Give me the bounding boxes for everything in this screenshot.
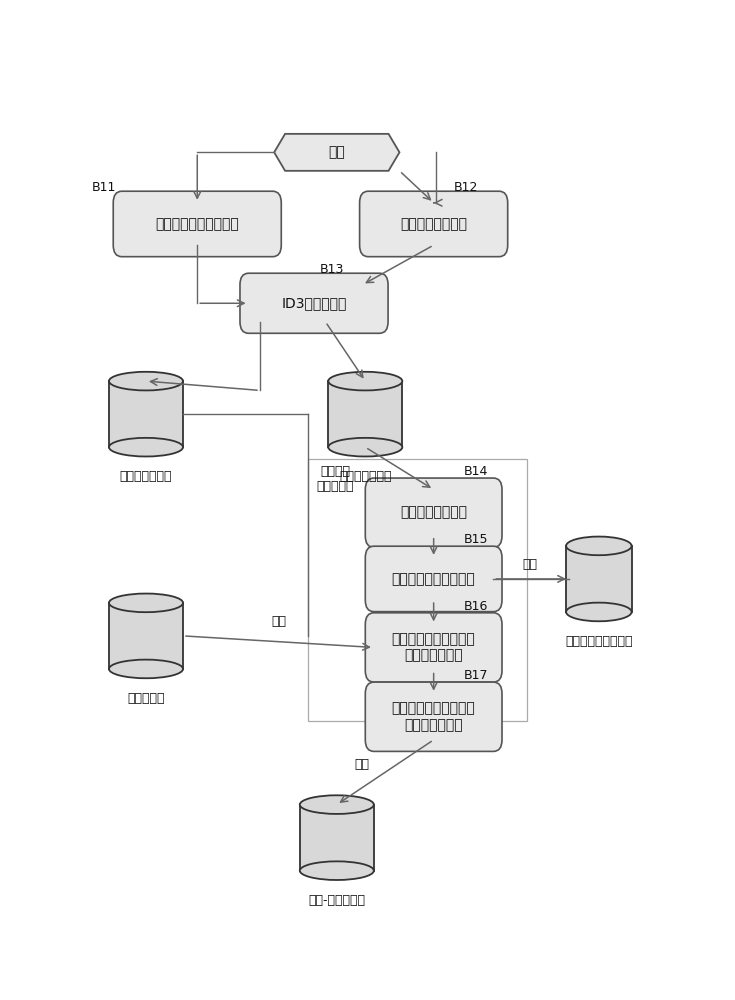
Text: 开始: 开始: [329, 145, 345, 159]
Bar: [300, 805, 374, 871]
FancyBboxPatch shape: [365, 478, 502, 547]
Ellipse shape: [300, 861, 374, 880]
Text: 路口特征数据录入: 路口特征数据录入: [400, 217, 467, 231]
Ellipse shape: [109, 438, 183, 456]
Ellipse shape: [109, 660, 183, 678]
Bar: [566, 546, 631, 612]
Ellipse shape: [566, 537, 631, 555]
Text: 标准场景下各适合控制
方案的性能记录: 标准场景下各适合控制 方案的性能记录: [392, 702, 476, 732]
Text: B17: B17: [463, 669, 488, 682]
Ellipse shape: [566, 603, 631, 621]
Bar: [109, 381, 183, 447]
Ellipse shape: [109, 594, 183, 612]
FancyBboxPatch shape: [240, 273, 388, 333]
Text: 构建标准路口模型: 构建标准路口模型: [400, 506, 467, 520]
Ellipse shape: [329, 372, 402, 390]
Text: 支持: 支持: [271, 615, 286, 628]
FancyBboxPatch shape: [365, 613, 502, 682]
Bar: [329, 381, 402, 447]
Text: B16: B16: [463, 600, 488, 613]
Text: B15: B15: [463, 533, 488, 546]
Text: B12: B12: [453, 181, 478, 194]
Bar: [109, 603, 183, 669]
Polygon shape: [274, 134, 400, 171]
Ellipse shape: [329, 438, 402, 456]
Text: 写入: 写入: [523, 558, 537, 571]
Ellipse shape: [109, 372, 183, 390]
Text: 写入: 写入: [354, 758, 369, 771]
Text: 交通场景特征数据库: 交通场景特征数据库: [565, 635, 633, 648]
FancyBboxPatch shape: [113, 191, 282, 257]
Bar: [308, 459, 527, 721]
Text: B14: B14: [463, 465, 488, 478]
Text: ID3决策树生成: ID3决策树生成: [282, 296, 347, 310]
Text: 标准场景下各适合控制
方案的性能测试: 标准场景下各适合控制 方案的性能测试: [392, 632, 476, 663]
FancyBboxPatch shape: [359, 191, 508, 257]
FancyBboxPatch shape: [365, 546, 502, 612]
Text: 标准场景
建立与评估: 标准场景 建立与评估: [317, 465, 354, 493]
Text: 控制方案特征数据录入: 控制方案特征数据录入: [155, 217, 239, 231]
Text: 场景-方案数据库: 场景-方案数据库: [308, 894, 365, 907]
Text: B11: B11: [92, 181, 116, 194]
Ellipse shape: [300, 795, 374, 814]
Text: 路口类型决策树: 路口类型决策树: [339, 470, 392, 483]
Text: 交通方案库: 交通方案库: [127, 692, 165, 705]
FancyBboxPatch shape: [365, 682, 502, 751]
Text: B13: B13: [320, 263, 344, 276]
Text: 方案类型决策树: 方案类型决策树: [120, 470, 172, 483]
Text: 构建标准标准交通场景: 构建标准标准交通场景: [392, 572, 476, 586]
